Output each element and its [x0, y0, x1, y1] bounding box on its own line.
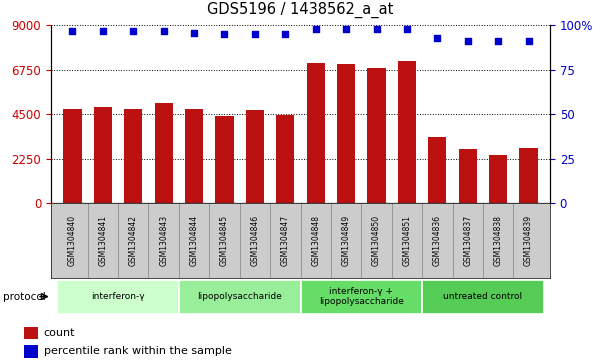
Text: GSM1304839: GSM1304839 [524, 215, 533, 266]
Text: GSM1304849: GSM1304849 [341, 215, 350, 266]
Text: untreated control: untreated control [444, 292, 522, 301]
Text: GSM1304838: GSM1304838 [493, 215, 502, 266]
Bar [154, 103, 172, 203]
Text: count: count [44, 328, 75, 338]
Text: GSM1304842: GSM1304842 [129, 215, 138, 266]
Point [493, 38, 503, 44]
Text: GSM1304836: GSM1304836 [433, 215, 442, 266]
Point [341, 26, 351, 32]
Point [189, 30, 199, 36]
Point [129, 28, 138, 34]
Text: GSM1304844: GSM1304844 [189, 215, 198, 266]
Bar [185, 109, 203, 203]
Text: lipopolysaccharide: lipopolysaccharide [197, 292, 282, 301]
Bar [24, 327, 38, 339]
Bar [215, 116, 234, 203]
Bar [276, 115, 294, 203]
Bar [24, 345, 38, 358]
Text: GSM1304846: GSM1304846 [251, 215, 260, 266]
Point [311, 26, 320, 32]
Point [281, 31, 290, 37]
Text: GDS5196 / 1438562_a_at: GDS5196 / 1438562_a_at [207, 2, 394, 18]
Text: percentile rank within the sample: percentile rank within the sample [44, 346, 232, 356]
Bar [398, 61, 416, 203]
Point [372, 26, 382, 32]
Text: GSM1304843: GSM1304843 [159, 215, 168, 266]
Point [463, 38, 472, 44]
Text: GSM1304850: GSM1304850 [372, 215, 381, 266]
Point [250, 31, 260, 37]
Bar [300, 280, 422, 314]
Bar [422, 280, 544, 314]
Bar [179, 280, 300, 314]
Text: GSM1304841: GSM1304841 [99, 215, 108, 266]
Point [524, 38, 534, 44]
Bar [94, 107, 112, 203]
Text: GSM1304837: GSM1304837 [463, 215, 472, 266]
Text: GSM1304848: GSM1304848 [311, 215, 320, 266]
Point [159, 28, 168, 34]
Text: GSM1304840: GSM1304840 [68, 215, 77, 266]
Text: interferon-γ +
lipopolysaccharide: interferon-γ + lipopolysaccharide [319, 287, 404, 306]
Text: interferon-γ: interferon-γ [91, 292, 145, 301]
Bar [367, 68, 386, 203]
Bar [429, 137, 447, 203]
Point [219, 31, 229, 37]
Bar [519, 147, 538, 203]
Bar [124, 109, 142, 203]
Text: GSM1304847: GSM1304847 [281, 215, 290, 266]
Point [402, 26, 412, 32]
Bar [246, 110, 264, 203]
Point [67, 28, 77, 34]
Point [98, 28, 108, 34]
Point [433, 35, 442, 41]
Text: protocol: protocol [3, 291, 46, 302]
Bar [57, 280, 179, 314]
Text: GSM1304845: GSM1304845 [220, 215, 229, 266]
Bar [63, 109, 82, 203]
Text: GSM1304851: GSM1304851 [403, 215, 412, 266]
Bar [337, 64, 355, 203]
Bar [489, 155, 507, 203]
Bar [307, 63, 325, 203]
Bar [459, 149, 477, 203]
